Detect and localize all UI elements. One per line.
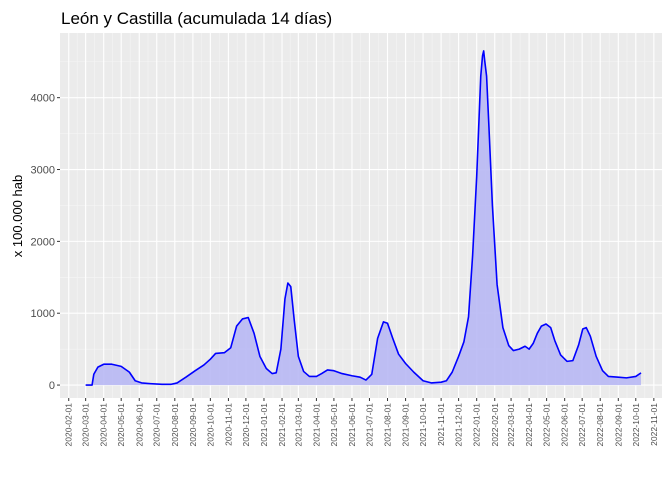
plot-panel <box>60 33 662 398</box>
x-tick-label: 2020-05-01 <box>116 403 126 447</box>
y-tick-label: 1000 <box>31 308 55 320</box>
x-tick-label: 2022-02-01 <box>490 403 500 447</box>
x-tick-label: 2021-02-01 <box>277 403 287 447</box>
x-tick-label: 2021-03-01 <box>293 403 303 447</box>
x-tick-label: 2022-11-01 <box>649 403 659 446</box>
y-tick-label: 2000 <box>31 236 55 248</box>
x-tick-label: 2020-04-01 <box>99 403 109 447</box>
series-line <box>85 50 642 386</box>
x-tick-label: 2022-03-01 <box>506 403 516 447</box>
x-axis: 2020-02-01 2020-03-01 2020-04-01 2020-05-01… <box>64 398 659 446</box>
x-tick-label: 2021-06-01 <box>347 403 357 447</box>
area-layer <box>85 50 642 386</box>
x-tick-label: 2022-08-01 <box>595 403 605 447</box>
y-axis: 0 1000 2000 3000 4000 <box>31 93 60 392</box>
x-tick-label: 2021-04-01 <box>311 403 321 447</box>
x-tick-label: 2021-08-01 <box>383 403 393 447</box>
x-tick-label: 2021-05-01 <box>329 403 339 447</box>
x-tick-label: 2022-07-01 <box>577 403 587 447</box>
x-tick-label: 2020-06-01 <box>134 403 144 447</box>
x-tick-label: 2021-11-01 <box>436 403 446 446</box>
x-tick-label: 2021-12-01 <box>454 403 464 447</box>
series-area <box>85 50 642 386</box>
chart-title: León y Castilla (acumulada 14 días) <box>61 9 332 28</box>
x-tick-label: 2020-11-01 <box>223 403 233 446</box>
x-tick-label: 2020-02-01 <box>64 403 74 447</box>
x-tick-label: 2022-06-01 <box>560 403 570 447</box>
x-tick-label: 2020-09-01 <box>188 403 198 447</box>
y-tick-label: 4000 <box>31 93 55 105</box>
y-tick-label: 0 <box>49 380 55 392</box>
x-tick-label: 2022-01-01 <box>472 403 482 447</box>
x-tick-label: 2022-05-01 <box>542 403 552 447</box>
x-tick-label: 2020-03-01 <box>81 403 91 447</box>
y-tick-label: 3000 <box>31 165 55 177</box>
x-tick-label: 2021-09-01 <box>401 403 411 447</box>
x-tick-label: 2020-07-01 <box>152 403 162 447</box>
y-axis-label: x 100.000 hab <box>10 175 25 257</box>
x-tick-label: 2020-12-01 <box>241 403 251 447</box>
x-tick-label: 2022-09-01 <box>613 403 623 447</box>
x-tick-label: 2020-08-01 <box>170 403 180 447</box>
x-tick-label: 2021-10-01 <box>418 403 428 447</box>
x-tick-label: 2021-07-01 <box>364 403 374 447</box>
x-tick-label: 2021-01-01 <box>259 403 269 447</box>
x-tick-label: 2020-10-01 <box>205 403 215 447</box>
x-tick-label: 2022-10-01 <box>631 403 641 447</box>
x-tick-label: 2022-04-01 <box>524 403 534 447</box>
